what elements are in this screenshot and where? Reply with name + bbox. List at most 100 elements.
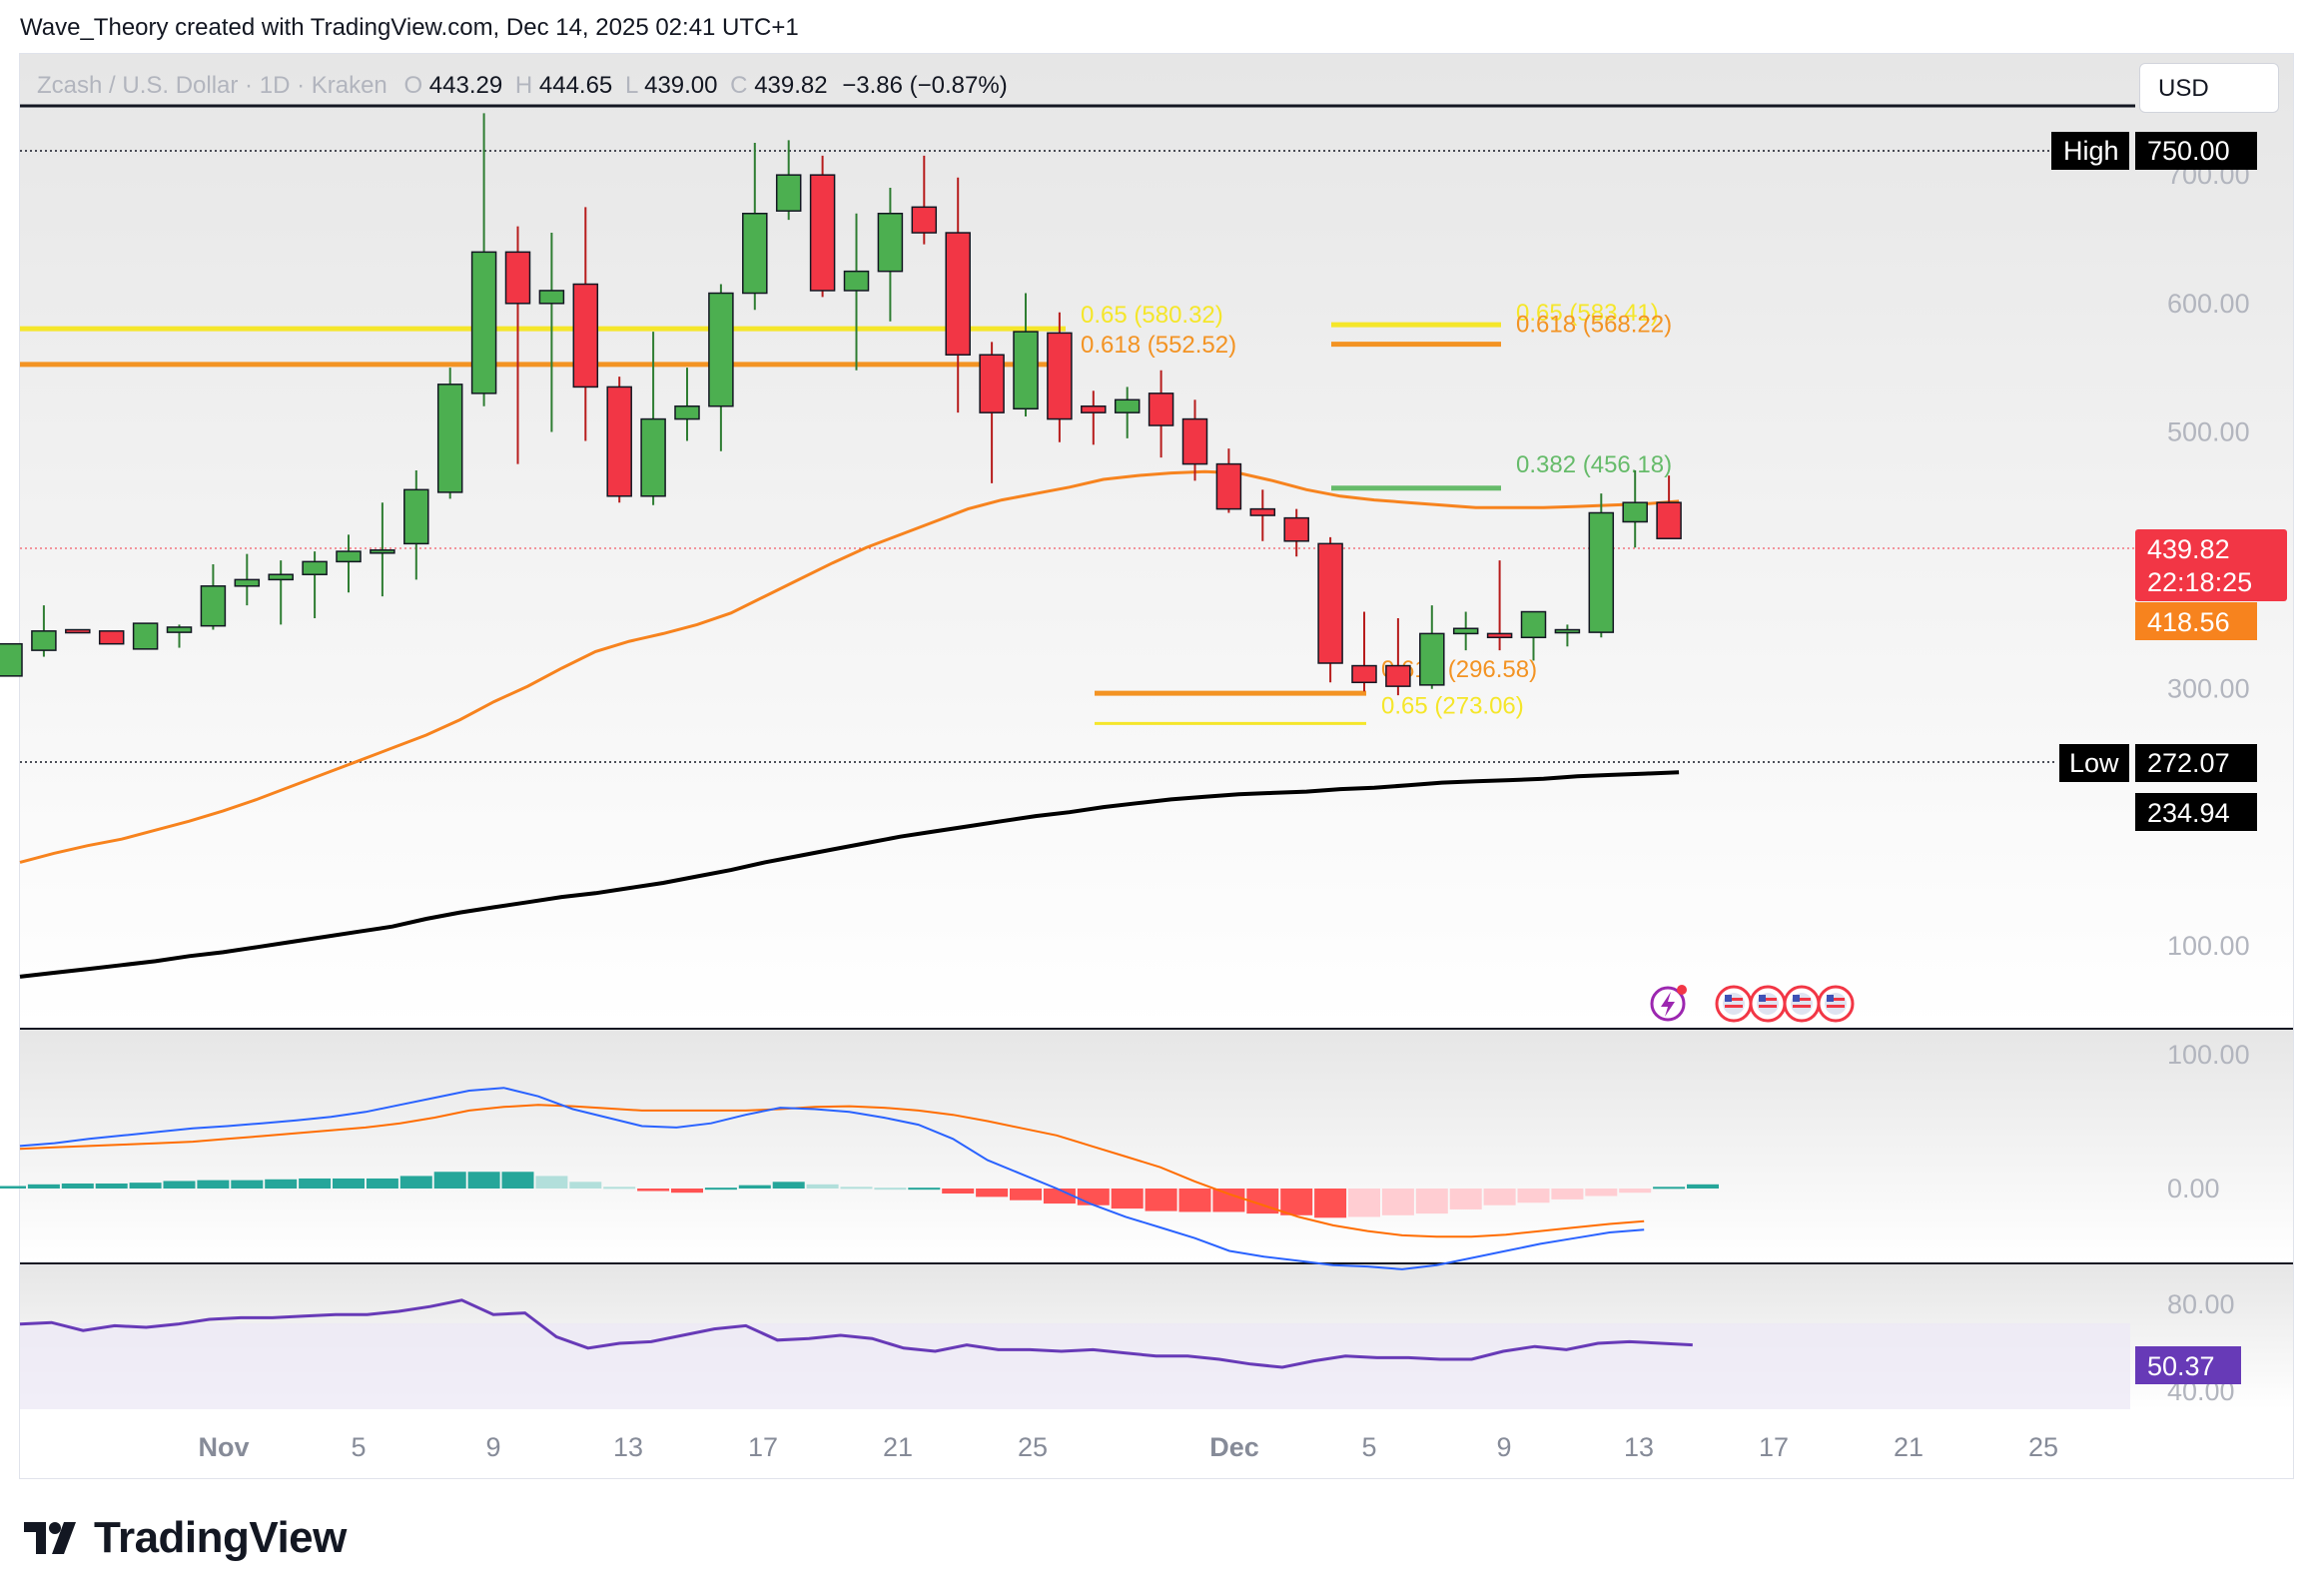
tradingview-logo[interactable]: TradingView (24, 1513, 347, 1563)
candle-body (98, 630, 125, 645)
macd-histogram-bar (569, 1182, 602, 1189)
time-axis-tick: 21 (883, 1432, 913, 1462)
time-axis-tick: 25 (2028, 1432, 2058, 1462)
time-axis-tick: 25 (1018, 1432, 1048, 1462)
candle-body (1081, 404, 1107, 413)
macd-histogram-bar (1010, 1189, 1042, 1200)
low-badge: Low 272.07 (2059, 744, 2257, 782)
candle-body (877, 213, 904, 273)
candle-body (1656, 501, 1682, 539)
candle (403, 470, 429, 580)
candle (234, 553, 261, 606)
macd-histogram-bar (1551, 1189, 1584, 1199)
macd-histogram-bar (603, 1187, 636, 1190)
candle-body (742, 213, 768, 295)
high-badge: High 750.00 (2051, 132, 2257, 170)
macd-histogram-bar (467, 1172, 500, 1189)
time-axis-tick: 17 (1759, 1432, 1789, 1462)
macd-histogram-bar (1517, 1189, 1550, 1203)
price-axis-tick: 500.00 (2167, 416, 2250, 446)
last-price-value: 439.82 (2147, 534, 2230, 564)
macd-axis-tick: 100.00 (2167, 1040, 2250, 1070)
time-axis-tick: 9 (1496, 1432, 1511, 1462)
macd-histogram-bar (163, 1181, 196, 1189)
candle (200, 563, 227, 630)
macd-histogram-bar (1687, 1184, 1719, 1189)
candle (336, 534, 362, 593)
macd-histogram-bar (535, 1176, 568, 1189)
macd-histogram-bar (637, 1189, 670, 1192)
macd-histogram-bar (840, 1187, 873, 1190)
macd-histogram-bar (231, 1180, 264, 1189)
lightning-event-icon[interactable] (1650, 985, 1687, 1022)
candle (1419, 605, 1445, 689)
candle-body (1047, 332, 1073, 420)
macd-histogram-bar (1449, 1189, 1482, 1209)
candle-body (302, 560, 328, 575)
candle (1588, 493, 1615, 638)
candle (0, 642, 23, 677)
candle-body (166, 626, 193, 633)
rsi-band (20, 1323, 2130, 1409)
candle-body (1554, 628, 1581, 634)
time-axis-tick: 5 (1361, 1432, 1376, 1462)
macd-histogram-bar (874, 1188, 907, 1191)
low-badge-value: 272.07 (2147, 748, 2230, 778)
candle-body (470, 251, 497, 395)
fibonacci-levels: 0.65 (580.32) 0.618 (552.52) 0.65 (583.41)… (20, 300, 1672, 725)
candle (1622, 470, 1648, 548)
macd-histogram-bar (806, 1184, 839, 1189)
macd-histogram-bar (1653, 1187, 1686, 1190)
candle-body (775, 174, 802, 212)
macd-histogram-bar (333, 1178, 365, 1189)
us-flag-event-icon[interactable] (1715, 985, 1753, 1023)
tradingview-logo-text: TradingView (94, 1513, 347, 1562)
candle-body (708, 292, 734, 407)
macd-histogram-bar (1111, 1189, 1144, 1209)
candle (65, 628, 91, 634)
time-axis-tick: 5 (351, 1432, 366, 1462)
candle-body (200, 585, 227, 627)
candle (809, 155, 836, 298)
candle-body (234, 578, 261, 587)
currency-selector-button[interactable]: USD (2139, 63, 2279, 113)
candle (979, 342, 1005, 483)
legend-high: 444.65 (539, 72, 612, 99)
macd-histogram-bar (129, 1183, 162, 1189)
high-badge-value: 750.00 (2147, 136, 2230, 166)
candle-body (1419, 632, 1445, 686)
candle (436, 368, 463, 499)
macd-signal-line (19, 1104, 1645, 1238)
candle-body (1249, 507, 1276, 516)
macd-histogram-bar (399, 1176, 432, 1189)
candle-body (336, 550, 362, 563)
candle-body (1520, 610, 1547, 639)
macd-indicator (0, 1087, 1719, 1270)
us-flag-event-icon[interactable] (1749, 985, 1787, 1023)
candle-body (0, 642, 23, 677)
candle (1114, 387, 1141, 438)
candle (470, 113, 497, 406)
legend-change: −3.86 (−0.87%) (842, 72, 1007, 99)
candle-body (606, 386, 632, 497)
candle (1554, 624, 1581, 647)
legend-low: 439.00 (644, 72, 717, 99)
candle (1047, 312, 1073, 442)
candle (1317, 536, 1343, 683)
macd-histogram-bar (1415, 1189, 1448, 1214)
candle (268, 560, 294, 625)
rsi-indicator (19, 1298, 1693, 1369)
events-markers[interactable] (1650, 985, 1855, 1023)
candle (1013, 293, 1039, 417)
candle-body (132, 622, 159, 650)
us-flag-event-icon[interactable] (1783, 985, 1821, 1023)
high-badge-label: High (2063, 136, 2119, 166)
macd-line (19, 1087, 1645, 1270)
us-flag-event-icon[interactable] (1817, 985, 1855, 1023)
tradingview-logo-icon (24, 1522, 76, 1554)
macd-histogram-bar (976, 1189, 1009, 1197)
candlesticks (0, 113, 1682, 696)
candle-body (640, 417, 666, 497)
candle-body (538, 290, 565, 305)
